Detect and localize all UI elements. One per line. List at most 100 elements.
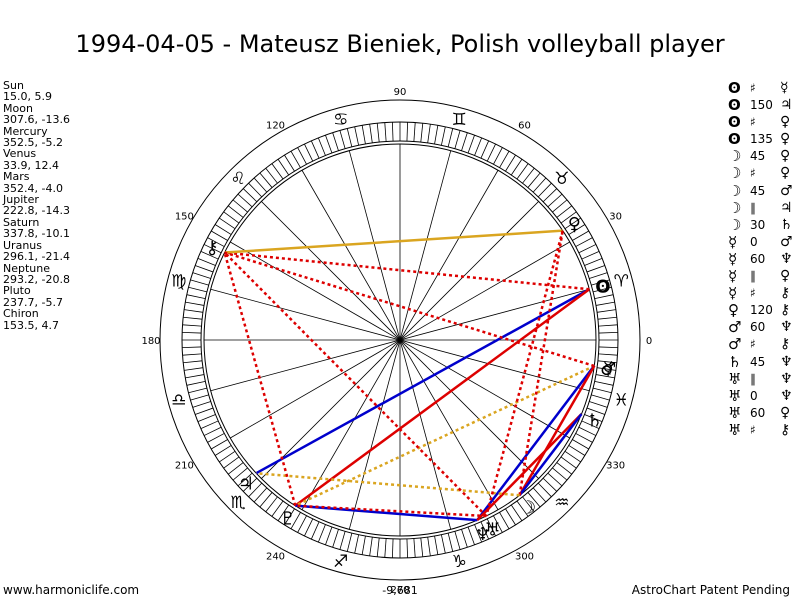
degree-tick (575, 433, 593, 443)
planet-name: Uranus (3, 238, 42, 252)
degree-tick (564, 450, 581, 463)
planet-coords: 33.9, 12.4 (3, 158, 59, 172)
aspect-line (518, 365, 596, 496)
degree-tick (376, 537, 380, 557)
aspect-row: ♅ 60 ♀ (728, 404, 800, 422)
degree-tick (427, 537, 431, 556)
zodiac-sign-glyph: ♓ (614, 390, 629, 410)
degree-tick (188, 286, 208, 293)
degree-tick (461, 529, 468, 548)
degree-tick (413, 122, 416, 142)
planet-coords: 293.2, -20.8 (3, 272, 70, 286)
planet-name: Saturn (3, 215, 40, 229)
degree-tick (391, 538, 394, 558)
chart-title: 1994-04-05 - Mateusz Bieniek, Polish vol… (75, 30, 725, 58)
degree-tick (361, 125, 366, 145)
planet-glyph: ☽ (520, 497, 536, 518)
aspect-type: ♯ (750, 337, 756, 352)
aspect-planet-a: ☽ (728, 215, 742, 234)
aspect-planet-b: ⚷ (780, 336, 791, 353)
degree-tick (223, 456, 240, 469)
degree-tick (384, 538, 387, 558)
degree-label: 180 (141, 336, 160, 347)
degree-tick (406, 538, 409, 558)
planet-glyph: ☿ (603, 358, 614, 379)
degree-tick (339, 130, 346, 149)
planet-coords: 222.8, -14.3 (3, 204, 70, 218)
aspect-type: ♯ (750, 81, 756, 95)
planet-coords: 15.0, 5.9 (3, 90, 52, 104)
degree-tick (284, 154, 295, 172)
aspect-type: 0 (750, 234, 758, 249)
zodiac-sign-glyph: ♒ (554, 493, 569, 513)
degree-tick (572, 439, 589, 450)
planet-coords: 237.7, -5.7 (3, 295, 63, 309)
zodiac-sign-glyph: ♈ (614, 272, 629, 292)
degree-tick (556, 205, 573, 218)
degree-tick (552, 467, 568, 481)
degree-tick (369, 124, 373, 143)
degree-label: 30 (609, 212, 622, 223)
planet-glyph: ♅ (484, 520, 500, 541)
planet-name: Venus (3, 147, 37, 161)
degree-tick (591, 394, 610, 401)
aspect-row: ☽ 45 ♂ (728, 182, 800, 200)
degree-tick (259, 492, 273, 508)
degree-tick (537, 482, 552, 498)
planet-name: Mercury (3, 124, 48, 138)
aspect-type: 0 (750, 388, 758, 403)
degree-tick (391, 122, 394, 142)
aspect-planet-b: ♀ (780, 148, 791, 165)
degree-tick (413, 538, 416, 558)
degree-tick (277, 159, 290, 176)
aspect-planet-a: ʘ (728, 96, 741, 115)
degree-tick (192, 272, 211, 279)
aspect-planet-a: ☿ (728, 232, 738, 251)
degree-tick (434, 535, 439, 555)
aspect-type: 135 (750, 132, 773, 147)
degree-tick (290, 151, 301, 168)
degree-tick (532, 177, 547, 193)
aspect-line (223, 252, 297, 507)
planet-glyph: ♂ (600, 359, 616, 380)
aspect-planet-a: ☽ (728, 147, 742, 166)
aspect-type: ♯ (750, 422, 756, 437)
aspect-line (294, 288, 591, 507)
aspect-planet-b: ♀ (780, 114, 791, 131)
planet-glyph: ♇ (280, 509, 296, 530)
degree-tick (516, 163, 529, 180)
aspect-line (295, 504, 487, 518)
degree-tick (510, 504, 523, 521)
planet-coords: 337.8, -10.1 (3, 227, 70, 241)
planet-glyph: ♆ (475, 524, 491, 545)
degree-tick (499, 512, 510, 529)
degree-tick (406, 122, 409, 142)
degree-tick (297, 147, 307, 165)
degree-tick (376, 123, 380, 143)
degree-tick (384, 122, 387, 142)
website-footer[interactable]: www.harmoniclife.com (3, 583, 140, 597)
aspect-row: ʘ ♯ ♀ (728, 114, 800, 131)
aspect-planet-b: ♆ (780, 370, 793, 387)
aspect-type: ∥ (750, 371, 756, 386)
aspect-type: 60 (750, 320, 766, 335)
aspect-planet-a: ʘ (728, 130, 741, 149)
degree-tick (589, 272, 608, 279)
degree-tick (284, 508, 295, 526)
degree-tick (346, 128, 353, 148)
aspect-type: 45 (750, 183, 766, 198)
degree-tick (522, 496, 535, 513)
degree-tick (182, 353, 202, 356)
aspect-row: ♂ ♯ ⚷ (728, 336, 800, 353)
degree-tick (325, 526, 333, 545)
degree-tick (253, 487, 268, 503)
degree-tick (271, 500, 284, 517)
degree-tick (505, 154, 516, 172)
aspect-line (224, 251, 595, 368)
degree-tick (346, 532, 353, 552)
degree-tick (214, 224, 232, 235)
planet-name: Neptune (3, 261, 51, 275)
planet-name: Sun (3, 79, 24, 92)
degree-label: 330 (606, 461, 625, 472)
aspect-row: ☽ ♯ ♀ (728, 165, 800, 182)
